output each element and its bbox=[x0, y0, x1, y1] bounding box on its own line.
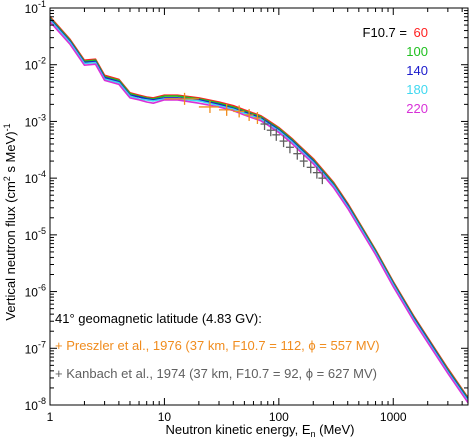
preszler-point bbox=[219, 103, 234, 116]
legend-entry-180: 180 bbox=[406, 82, 428, 97]
kanbach-point bbox=[293, 147, 302, 160]
kanbach-point bbox=[260, 118, 269, 131]
tick-labels-layer: 1 10 100 1000 10-8 10-7 10-6 10-5 10-4 10-3 10-2 10… bbox=[25, 0, 407, 424]
preszler-point bbox=[244, 108, 254, 121]
x-tick-label: 10 bbox=[158, 410, 172, 424]
kanbach-point bbox=[285, 141, 294, 154]
x-tick-label: 100 bbox=[269, 410, 289, 424]
kanbach-point bbox=[266, 124, 275, 137]
plot-frame bbox=[49, 7, 469, 406]
kanbach-point bbox=[312, 166, 321, 179]
y-tick-label: 10-5 bbox=[25, 226, 46, 243]
x-tick-label: 1000 bbox=[380, 410, 407, 424]
ticks-layer bbox=[49, 7, 468, 406]
preszler-point bbox=[164, 92, 199, 105]
legend-entry-60: 60 bbox=[414, 25, 428, 40]
kanbach-point bbox=[306, 161, 315, 174]
legend-title: F10.7 = bbox=[363, 25, 407, 40]
legend-entry-140: 140 bbox=[406, 63, 428, 78]
legend: F10.7 = 60 100 140 180 220 bbox=[363, 25, 428, 116]
preszler-point bbox=[198, 100, 220, 113]
legend-entry-220: 220 bbox=[406, 101, 428, 116]
annotation-latitude: 41° geomagnetic latitude (4.83 GV): bbox=[55, 311, 262, 326]
legend-kanbach: + Kanbach et al., 1974 (37 km, F10.7 = 9… bbox=[55, 366, 377, 381]
measurements-layer bbox=[164, 92, 327, 185]
x-tick-label: 1 bbox=[47, 410, 54, 424]
y-axis-title: Vertical neutron flux (cm2 s MeV)-1 bbox=[2, 123, 18, 320]
y-tick-label: 10-7 bbox=[25, 339, 46, 356]
kanbach-point bbox=[272, 128, 281, 141]
preszler-point bbox=[233, 105, 245, 118]
kanbach-point bbox=[299, 155, 308, 168]
kanbach-point bbox=[318, 172, 327, 185]
legend-entry-100: 100 bbox=[406, 44, 428, 59]
y-tick-label: 10-3 bbox=[25, 112, 46, 129]
y-tick-label: 10-8 bbox=[25, 396, 46, 413]
legend-preszler: + Preszler et al., 1976 (37 km, F10.7 = … bbox=[55, 338, 380, 353]
y-tick-label: 10-2 bbox=[25, 56, 46, 73]
preszler-point bbox=[253, 111, 262, 124]
y-tick-label: 10-1 bbox=[25, 0, 46, 16]
y-tick-label: 10-4 bbox=[25, 169, 46, 186]
kanbach-point bbox=[279, 135, 288, 148]
x-axis-title: Neutron kinetic energy, En (MeV) bbox=[165, 422, 354, 439]
y-tick-label: 10-6 bbox=[25, 283, 46, 300]
